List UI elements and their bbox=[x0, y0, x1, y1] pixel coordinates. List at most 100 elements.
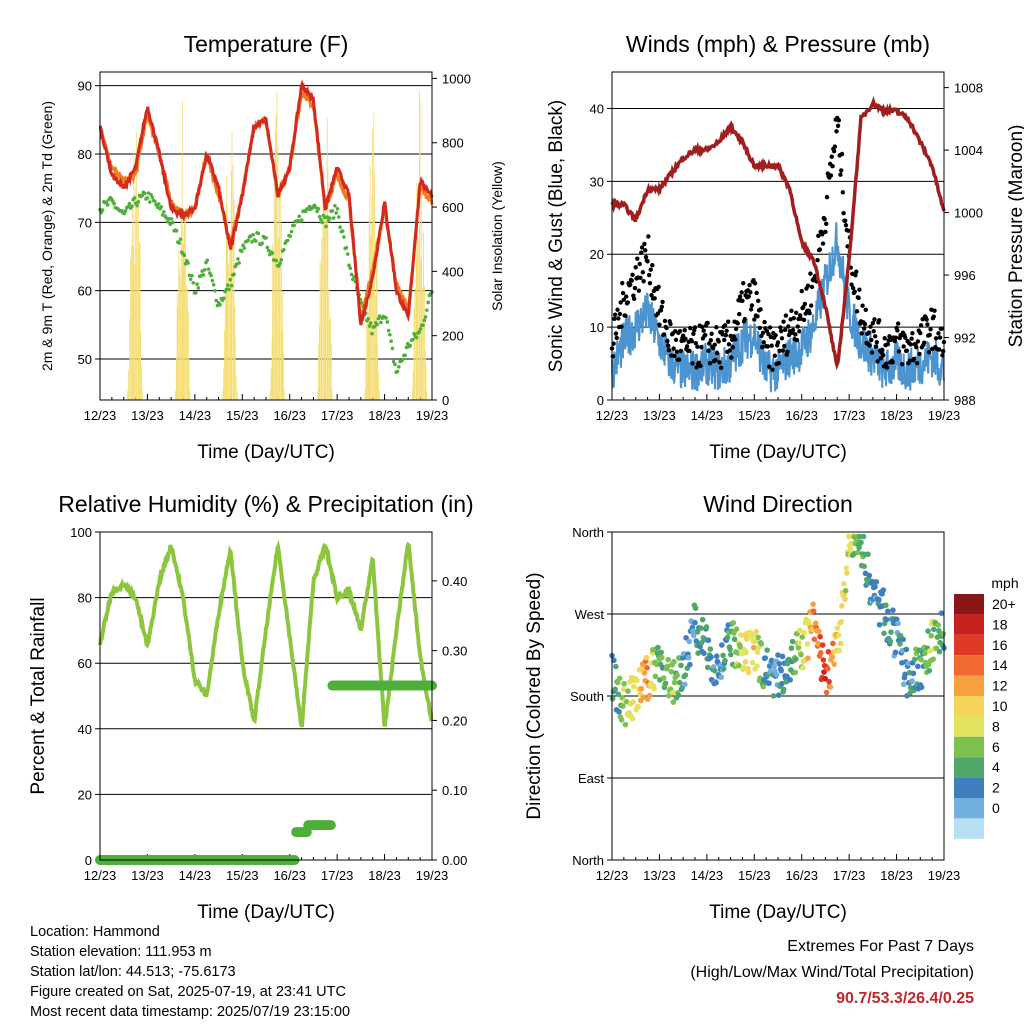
gust-point bbox=[673, 337, 679, 342]
gust-point bbox=[669, 353, 674, 358]
direction-point bbox=[760, 683, 767, 690]
gust-point bbox=[843, 223, 849, 228]
direction-point bbox=[940, 631, 947, 637]
gust-point bbox=[809, 284, 815, 290]
gust-point bbox=[692, 325, 698, 330]
direction-point bbox=[764, 647, 770, 653]
gust-point bbox=[707, 361, 713, 366]
x-tick-label: 18/23 bbox=[368, 868, 401, 883]
direction-point bbox=[827, 684, 834, 690]
direction-point bbox=[795, 644, 802, 651]
gust-point bbox=[749, 303, 755, 308]
dewpoint-point bbox=[397, 364, 401, 369]
gust-point bbox=[698, 363, 703, 369]
dewpoint-point bbox=[274, 258, 279, 263]
dewpoint-point bbox=[370, 331, 374, 336]
direction-point bbox=[743, 649, 749, 656]
dewpoint-point bbox=[150, 195, 155, 200]
gust-point bbox=[892, 339, 898, 344]
direction-point bbox=[812, 620, 819, 626]
y2-tick-label: 600 bbox=[442, 200, 464, 215]
direction-point bbox=[927, 648, 933, 654]
direction-point bbox=[844, 570, 850, 576]
gust-point bbox=[841, 211, 846, 216]
dewpoint-point bbox=[170, 220, 175, 225]
gust-point bbox=[666, 348, 672, 353]
direction-point bbox=[699, 616, 706, 623]
gust-point bbox=[882, 336, 887, 341]
x-tick-label: 19/23 bbox=[416, 868, 449, 883]
direction-point bbox=[925, 628, 931, 634]
direction-point bbox=[876, 621, 883, 628]
legend-label: 14 bbox=[992, 657, 1008, 673]
direction-point bbox=[903, 646, 910, 653]
plot-frame bbox=[611, 71, 945, 401]
gust-point bbox=[895, 321, 901, 326]
direction-point bbox=[922, 650, 928, 657]
dewpoint-point bbox=[253, 239, 258, 243]
direction-point bbox=[630, 683, 637, 690]
gust-point bbox=[786, 332, 792, 338]
gust-point bbox=[610, 354, 615, 359]
direction-point bbox=[731, 636, 738, 643]
direction-ylabel: Direction (Colored By Speed) bbox=[524, 572, 545, 819]
gust-point bbox=[797, 313, 803, 318]
gust-point bbox=[873, 334, 878, 339]
gust-point bbox=[620, 280, 625, 286]
gust-point bbox=[612, 312, 618, 317]
direction-series bbox=[609, 533, 947, 728]
gust-point bbox=[776, 361, 781, 366]
gust-point bbox=[641, 279, 646, 284]
y2-tick-label: 800 bbox=[442, 136, 464, 151]
humidity-ylabel: Percent & Total Rainfall bbox=[28, 597, 49, 794]
gust-point bbox=[791, 315, 797, 321]
y-tick-label: 70 bbox=[78, 215, 92, 230]
gust-point bbox=[769, 343, 774, 348]
gust-point bbox=[878, 356, 883, 361]
x-tick-label: 18/23 bbox=[368, 408, 401, 423]
dewpoint-point bbox=[178, 237, 183, 241]
direction-point bbox=[830, 640, 836, 647]
direction-point bbox=[670, 699, 677, 705]
gust-point bbox=[809, 303, 814, 308]
direction-point bbox=[676, 679, 683, 686]
direction-point bbox=[669, 690, 676, 696]
dewpoint-point bbox=[210, 278, 215, 283]
direction-point bbox=[621, 680, 627, 687]
dewpoint-point bbox=[142, 191, 147, 196]
legend-label: 0 bbox=[992, 800, 1000, 816]
winds-title: Winds (mph) & Pressure (mb) bbox=[626, 31, 930, 57]
direction-point bbox=[789, 638, 796, 645]
dewpoint-point bbox=[206, 267, 211, 271]
gust-point bbox=[822, 216, 827, 222]
dewpoint-point bbox=[251, 232, 256, 237]
gust-point bbox=[761, 340, 766, 345]
gust-point bbox=[756, 298, 761, 304]
y2-tick-label: 1008 bbox=[954, 81, 983, 96]
gust-point bbox=[852, 289, 857, 294]
gust-point bbox=[632, 285, 638, 291]
gust-point bbox=[727, 348, 732, 353]
gust-point bbox=[705, 320, 710, 326]
direction-point bbox=[682, 672, 689, 678]
gust-point bbox=[849, 282, 854, 287]
gust-point bbox=[722, 337, 727, 343]
direction-point bbox=[758, 641, 765, 647]
gust-point bbox=[707, 341, 712, 346]
gust-point bbox=[748, 290, 753, 295]
solar-series bbox=[127, 91, 428, 401]
gust-point bbox=[643, 248, 648, 253]
direction-point bbox=[611, 657, 617, 664]
y-tick-label: 40 bbox=[78, 722, 92, 737]
y-tick-label: 40 bbox=[590, 101, 604, 116]
gust-point bbox=[872, 317, 877, 322]
dewpoint-point bbox=[377, 314, 382, 318]
dewpoint-point bbox=[130, 204, 134, 208]
legend-swatch bbox=[954, 696, 984, 717]
direction-point bbox=[718, 674, 724, 681]
dewpoint-point bbox=[331, 216, 336, 220]
gust-point bbox=[741, 280, 746, 286]
gust-point bbox=[925, 322, 930, 327]
dewpoint-point bbox=[405, 341, 410, 346]
